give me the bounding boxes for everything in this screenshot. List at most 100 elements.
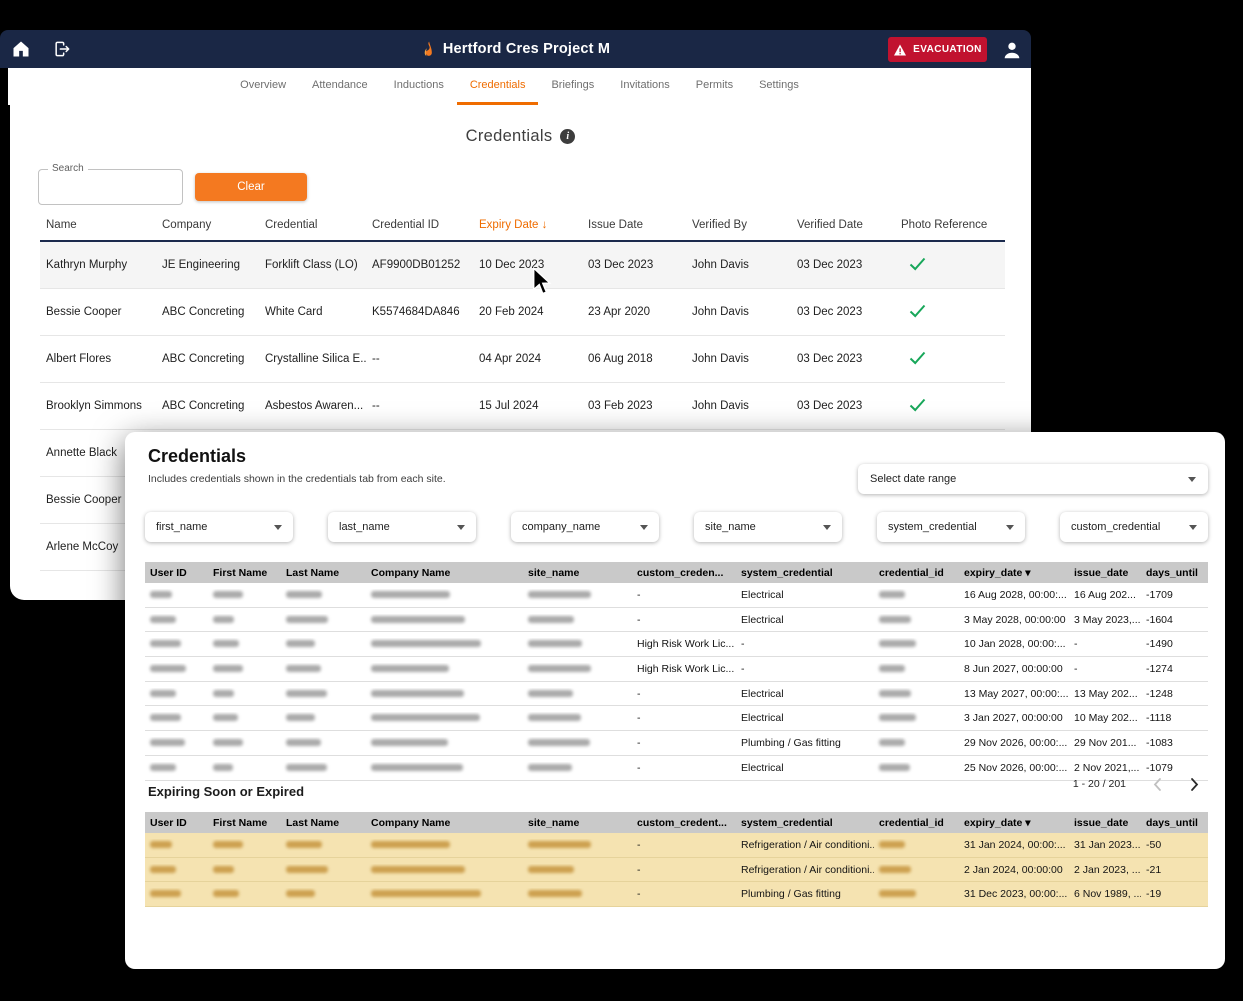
logout-icon[interactable] — [52, 39, 72, 59]
column-header-company-name[interactable]: Company Name — [371, 816, 451, 829]
column-header-verified-date[interactable]: Verified Date — [797, 219, 863, 231]
column-header-credential-id[interactable]: Credential ID — [372, 219, 440, 231]
column-header-credential[interactable]: Credential — [265, 219, 318, 231]
photo-verified-check-icon — [901, 304, 926, 318]
redacted-text — [150, 763, 176, 771]
tab-overview[interactable]: Overview — [240, 79, 287, 91]
cell-last_name — [281, 638, 366, 650]
redacted-text — [213, 840, 243, 848]
redacted-text — [371, 664, 449, 672]
report-subtitle: Includes credentials shown in the creden… — [148, 473, 446, 485]
column-header-last-name[interactable]: Last Name — [286, 816, 340, 829]
column-header-issue-date[interactable]: issue_date — [1074, 816, 1129, 829]
column-header-user-id[interactable]: User ID — [150, 816, 187, 829]
redacted-text — [150, 590, 172, 598]
cell-company_name — [366, 688, 523, 700]
credential-row[interactable]: Bessie Cooper ABC Concreting White Card K55… — [40, 289, 1005, 336]
redacted-text — [879, 689, 911, 697]
column-header-expiry-date[interactable]: expiry_date ▾ — [964, 816, 1031, 829]
redacted-text — [150, 689, 176, 697]
report-table-header: User ID First Name Last Name Company Name si… — [145, 562, 1208, 583]
column-header-expiry-date[interactable]: Expiry Date ↓ — [479, 219, 548, 231]
tab-settings[interactable]: Settings — [759, 79, 799, 91]
brand-flame-icon — [424, 41, 432, 56]
redacted-text — [371, 763, 463, 771]
cell-company_name — [366, 638, 523, 650]
cell-expiry_date: 20 Feb 2024 — [479, 306, 544, 318]
column-header-first-name[interactable]: First Name — [213, 566, 268, 579]
redacted-text — [371, 890, 481, 898]
cell-issue_date: - — [1074, 662, 1078, 675]
filter-last-name[interactable]: last_name — [328, 512, 476, 542]
column-header-photo-reference[interactable]: Photo Reference — [901, 219, 988, 231]
redacted-text — [213, 890, 239, 898]
clear-button[interactable]: Clear — [195, 173, 307, 201]
cell-verified_date: 03 Dec 2023 — [797, 353, 863, 365]
column-header-expiry-date[interactable]: expiry_date ▾ — [964, 566, 1031, 579]
report-row: - Electrical 16 Aug 2028, 00:00:... 16 Aug … — [145, 583, 1208, 608]
filter-label: first_name — [156, 521, 208, 533]
report-row: - Refrigeration / Air conditioni... 31 Jan… — [145, 833, 1208, 858]
cell-expiry_date: 15 Jul 2024 — [479, 400, 539, 412]
home-icon[interactable] — [11, 39, 31, 59]
tab-credentials[interactable]: Credentials — [456, 68, 539, 105]
column-header-site-name[interactable]: site_name — [528, 566, 580, 579]
tab-briefings[interactable]: Briefings — [551, 79, 595, 91]
previous-page-button[interactable] — [1152, 777, 1163, 792]
cell-user_id — [145, 839, 208, 851]
credential-row[interactable]: Brooklyn Simmons ABC Concreting Asbestos A… — [40, 383, 1005, 430]
filter-site-name[interactable]: site_name — [694, 512, 842, 542]
column-header-days-until[interactable]: days_until — [1146, 816, 1198, 829]
search-input[interactable] — [43, 173, 177, 201]
filter-system-credential[interactable]: system_credential — [877, 512, 1025, 542]
redacted-text — [213, 865, 234, 873]
evacuation-button[interactable]: EVACUATION — [888, 37, 987, 62]
tab-inductions[interactable]: Inductions — [393, 79, 444, 91]
redacted-text — [528, 664, 591, 672]
filter-custom-credential[interactable]: custom_credential — [1060, 512, 1208, 542]
cell-user_id — [145, 762, 208, 774]
cell-photo_verified — [895, 304, 1005, 321]
column-header-days-until[interactable]: days_until — [1146, 566, 1198, 579]
column-header-custom-creden[interactable]: custom_creden... — [637, 566, 724, 579]
column-header-verified-by[interactable]: Verified By — [692, 219, 747, 231]
tab-attendance[interactable]: Attendance — [312, 79, 368, 91]
report-row: - Plumbing / Gas fitting 31 Dec 2023, 00:0… — [145, 882, 1208, 908]
column-header-system-credential[interactable]: system_credential — [741, 566, 833, 579]
cell-user_id — [145, 614, 208, 626]
redacted-text — [528, 689, 573, 697]
report-table-body: - Electrical 16 Aug 2028, 00:00:... 16 Aug … — [145, 583, 1208, 781]
cell-days_until: -1118 — [1146, 712, 1172, 725]
filter-label: last_name — [339, 521, 390, 533]
cell-custom_credential: - — [637, 863, 641, 876]
cell-credential_id — [874, 737, 959, 749]
filter-first-name[interactable]: first_name — [145, 512, 293, 542]
column-header-company-name[interactable]: Company Name — [371, 566, 451, 579]
tab-invitations[interactable]: Invitations — [620, 79, 670, 91]
column-header-system-credential[interactable]: system_credential — [741, 816, 833, 829]
credential-row[interactable]: Albert Flores ABC Concreting Crystalline S… — [40, 336, 1005, 383]
column-header-credential-id[interactable]: credential_id — [879, 566, 944, 579]
column-header-credential-id[interactable]: credential_id — [879, 816, 944, 829]
column-header-custom-credent[interactable]: custom_credent... — [637, 816, 727, 829]
filter-company-name[interactable]: company_name — [511, 512, 659, 542]
column-header-first-name[interactable]: First Name — [213, 816, 268, 829]
column-header-user-id[interactable]: User ID — [150, 566, 187, 579]
expiring-report-table: User ID First Name Last Name Company Name si… — [145, 812, 1208, 908]
column-header-issue-date[interactable]: issue_date — [1074, 566, 1129, 579]
cell-days_until: -1274 — [1146, 662, 1173, 675]
column-header-last-name[interactable]: Last Name — [286, 566, 340, 579]
column-header-issue-date[interactable]: Issue Date — [588, 219, 643, 231]
chevron-down-icon — [1189, 524, 1197, 530]
date-range-select[interactable]: Select date range — [858, 464, 1208, 494]
column-header-company[interactable]: Company — [162, 219, 212, 231]
account-icon[interactable] — [1001, 39, 1021, 59]
tab-permits[interactable]: Permits — [695, 79, 734, 91]
column-header-site-name[interactable]: site_name — [528, 816, 580, 829]
info-icon[interactable]: i — [560, 129, 576, 144]
redacted-text — [286, 738, 321, 746]
column-header-name[interactable]: Name — [46, 219, 77, 231]
pagination-label: 1 - 20 / 201 — [1072, 778, 1126, 790]
next-page-button[interactable] — [1189, 777, 1200, 792]
credential-row[interactable]: Kathryn Murphy JE Engineering Forklift Cla… — [40, 242, 1005, 289]
